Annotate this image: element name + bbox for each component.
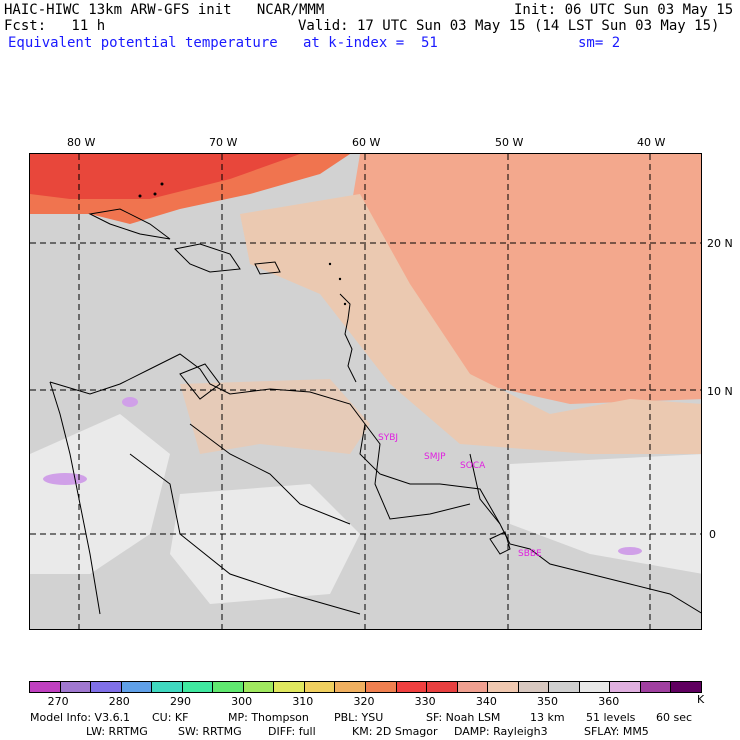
footer-sw: SW: RRTMG (178, 725, 242, 738)
colorbar-cell (457, 682, 489, 692)
colorbar-cell (518, 682, 550, 692)
island-dots (138, 182, 347, 306)
colorbar-cell (213, 682, 244, 692)
footer-sf: SF: Noah LSM (426, 711, 501, 724)
colorbar-label: 290 (169, 695, 191, 708)
level-info: at k-index = 51 (303, 35, 438, 51)
colorbar-label: 270 (47, 695, 69, 708)
footer-resolution: 13 km (530, 711, 565, 724)
colorbar-cell (335, 682, 367, 692)
tan-region-central (240, 194, 701, 454)
footer-cu: CU: KF (152, 711, 189, 724)
colorbar-cell (30, 682, 61, 692)
colorbar-cell (488, 682, 519, 692)
colorbar-cell (549, 682, 580, 692)
colorbar-cell (182, 682, 214, 692)
station-soca: SOCA (460, 461, 486, 471)
station-smjp: SMJP (424, 452, 446, 462)
colorbar-cell (640, 682, 672, 692)
footer-timestep: 60 sec (656, 711, 693, 724)
smoothing: sm= 2 (578, 35, 621, 51)
lavender-patch-3 (618, 547, 642, 555)
field-name: Equivalent potential temperature (8, 35, 278, 51)
colorbar-label: 280 (108, 695, 130, 708)
red-region-nw (30, 154, 300, 199)
valid-time: Valid: 17 UTC Sun 03 May 15 (14 LST Sun … (298, 18, 720, 34)
station-sbbe: SBBE (518, 549, 542, 559)
colorbar-cell (121, 682, 153, 692)
colorbar-label: 360 (598, 695, 620, 708)
footer-pbl: PBL: YSU (334, 711, 384, 724)
station-sybj: SYBJ (378, 433, 399, 443)
lavender-patch-1 (43, 473, 87, 485)
light-region-amazon (170, 484, 360, 604)
map-field-svg (30, 154, 701, 629)
colorbar-label: 300 (231, 695, 253, 708)
footer-model-info: Model Info: V3.6.1 (30, 711, 131, 724)
colorbar-label: 310 (292, 695, 314, 708)
colorbar-label: 340 (475, 695, 497, 708)
lon-label-70w: 70 W (209, 136, 238, 149)
colorbar-cell (60, 682, 92, 692)
footer-sflay: SFLAY: MM5 (584, 725, 649, 738)
footer-mp: MP: Thompson (228, 711, 309, 724)
lat-lon-grid (30, 154, 701, 629)
map-panel: SYBJ SMJP SOCA SBBE (29, 153, 702, 630)
lon-label-40w: 40 W (637, 136, 666, 149)
lavender-patch-2 (122, 397, 138, 407)
lon-label-50w: 50 W (495, 136, 524, 149)
colorbar-label: 320 (353, 695, 375, 708)
colorbar-cell (366, 682, 397, 692)
footer-diff: DIFF: full (268, 725, 316, 738)
colorbar-cell (579, 682, 611, 692)
tan-region-venezuela (180, 379, 370, 454)
colorbar-cell (152, 682, 183, 692)
colorbar-cell (243, 682, 275, 692)
lat-label-20n: 20 N (707, 237, 733, 250)
coastlines (49, 208, 701, 615)
light-region-east (510, 454, 701, 574)
colorbar-label: 330 (414, 695, 436, 708)
colorbar-cell (304, 682, 336, 692)
colorbar (29, 681, 702, 693)
forecast-hour: Fcst: 11 h (4, 18, 106, 34)
colorbar-cell (396, 682, 428, 692)
colorbar-cell (91, 682, 122, 692)
footer-lw: LW: RRTMG (86, 725, 148, 738)
colorbar-cell (274, 682, 305, 692)
lat-label-0: 0 (709, 528, 716, 541)
footer-km: KM: 2D Smagor (352, 725, 438, 738)
footer-damp: DAMP: Rayleigh3 (454, 725, 548, 738)
colorbar-cell (610, 682, 641, 692)
colorbar-cell (427, 682, 458, 692)
colorbar-cell (671, 682, 702, 692)
lat-label-10n: 10 N (707, 385, 733, 398)
model-title: HAIC-HIWC 13km ARW-GFS init NCAR/MMM (4, 2, 325, 18)
init-time: Init: 06 UTC Sun 03 May 15 (514, 2, 734, 18)
footer-levels: 51 levels (586, 711, 636, 724)
colorbar-label: 350 (537, 695, 559, 708)
lon-label-60w: 60 W (352, 136, 381, 149)
lon-label-80w: 80 W (67, 136, 96, 149)
colorbar-label: K (697, 693, 705, 706)
